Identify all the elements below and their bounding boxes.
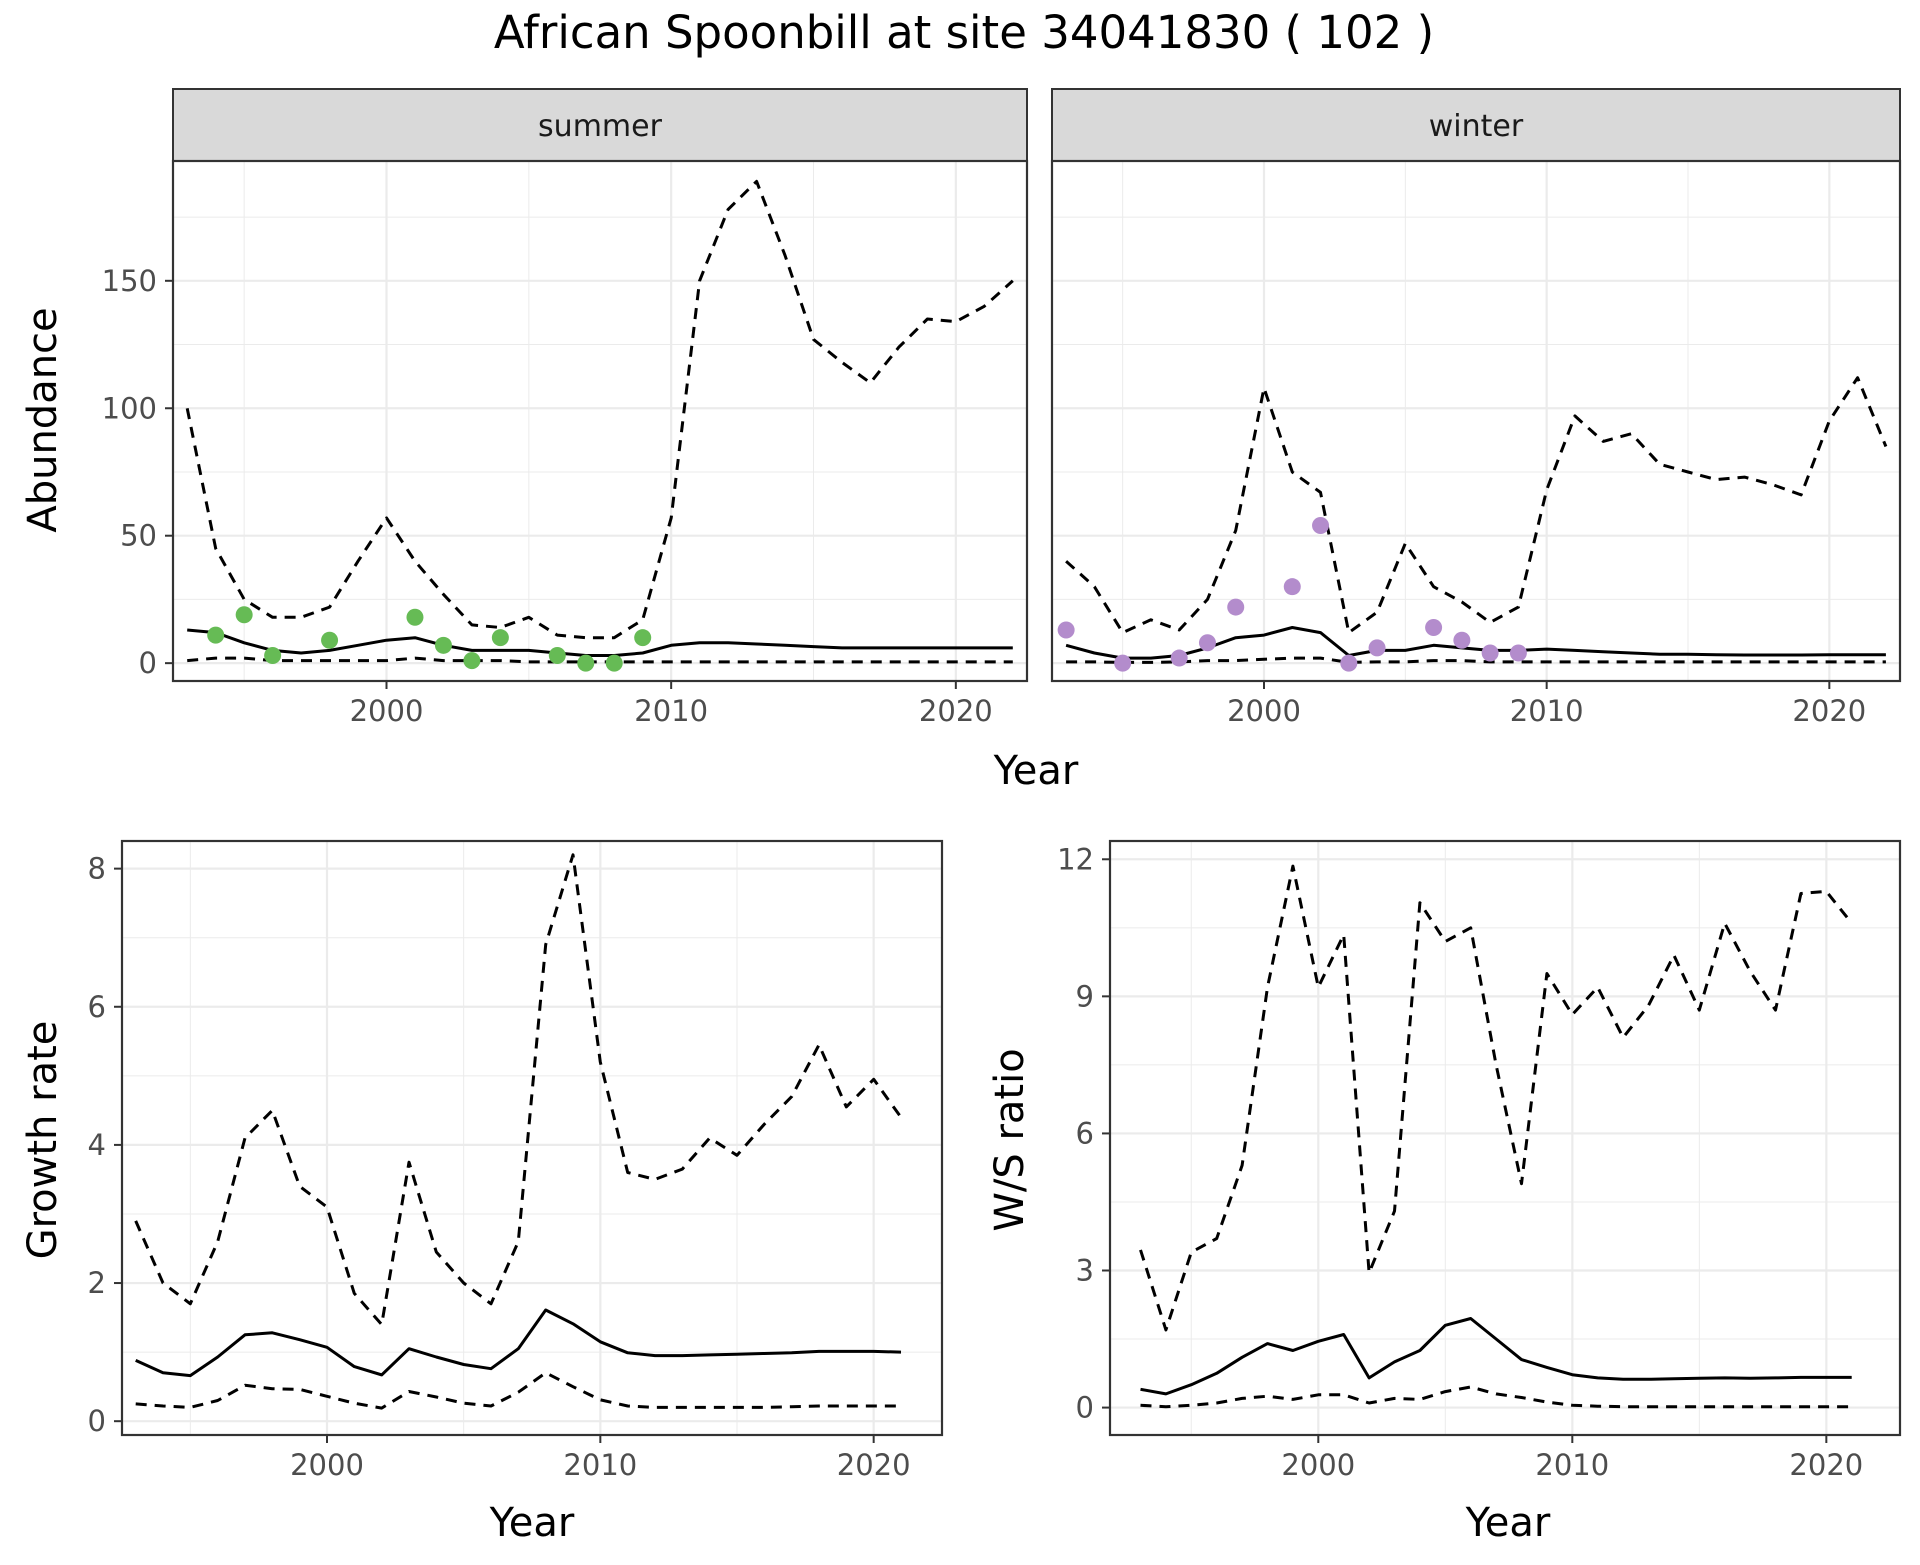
x-tick-label: 2020 [837, 1448, 911, 1482]
chart-title: African Spoonbill at site 34041830 ( 102… [494, 6, 1434, 59]
y-tick-label: 0 [88, 1404, 106, 1438]
mean-line-ws_ratio [1140, 1317, 1852, 1396]
data-point-winter [1425, 618, 1443, 636]
mean-line-growth [135, 1308, 902, 1378]
mean-line-summer [187, 628, 1013, 657]
data-point-summer [264, 647, 282, 665]
data-point-winter [1283, 578, 1301, 596]
x-tick-label: 2010 [1535, 1448, 1609, 1482]
y-tick-label: 12 [1057, 842, 1094, 876]
ws-ratio-y-axis-title: W/S ratio [987, 1048, 1033, 1231]
data-point-winter [1114, 654, 1132, 672]
panel-border-winter [1050, 159, 1902, 683]
data-point-summer [406, 608, 424, 626]
x-tick-label: 2010 [1510, 694, 1584, 728]
x-tick-label: 2000 [1281, 1448, 1355, 1482]
data-point-summer [207, 626, 225, 644]
panel-border-growth [120, 839, 944, 1437]
data-point-winter [1057, 621, 1075, 639]
data-point-summer [321, 631, 339, 649]
y-tick-label: 6 [1076, 1116, 1094, 1150]
y-tick-label: 50 [120, 519, 157, 553]
strip-label-winter: winter [1429, 109, 1524, 144]
abundance-y-axis-title: Abundance [20, 307, 66, 532]
y-tick-label: 150 [102, 264, 157, 298]
ws-ratio-x-axis-title: Year [1465, 1500, 1551, 1546]
interval-line-2-summer [187, 656, 1013, 664]
panel-ws_ratio: 2000 2010 2020 0 3 6 9 12 [1057, 839, 1902, 1482]
x-tick-label: 2000 [290, 1448, 364, 1482]
growth-x-axis-title: Year [489, 1500, 575, 1546]
interval-line-1-growth [134, 853, 903, 1326]
data-point-winter [1368, 639, 1386, 657]
data-point-winter [1453, 631, 1471, 649]
plot-background-ws_ratio [1110, 841, 1900, 1435]
panel-growth: 2000 2010 2020 0 2 4 6 8 [88, 839, 944, 1482]
plot-background-summer [173, 161, 1027, 681]
panel-border-ws_ratio [1108, 839, 1902, 1437]
y-tick-label: 0 [1076, 1391, 1094, 1425]
plot-background-winter [1052, 161, 1900, 681]
data-point-winter [1481, 644, 1499, 662]
panel-border-summer [171, 159, 1029, 683]
y-tick-label: 100 [102, 391, 157, 425]
data-point-summer [434, 636, 452, 654]
interval-line-1-summer [185, 179, 1014, 640]
data-point-summer [548, 647, 566, 665]
y-tick-label: 4 [88, 1128, 106, 1162]
strip-summer [172, 88, 1028, 162]
data-point-summer [634, 629, 652, 647]
top-x-axis-title: Year [993, 748, 1079, 794]
data-point-summer [605, 654, 623, 672]
data-point-summer [577, 654, 595, 672]
panel-summer: 2000 2010 2020 0 50 100 150 [102, 159, 1029, 728]
x-tick-label: 2000 [350, 694, 424, 728]
data-point-winter [1198, 634, 1216, 652]
growth-y-axis-title: Growth rate [20, 1021, 66, 1260]
interval-line-2-winter [1066, 656, 1886, 664]
data-point-winter [1340, 654, 1358, 672]
y-tick-label: 3 [1076, 1254, 1094, 1288]
y-tick-label: 2 [88, 1266, 106, 1300]
x-tick-label: 2020 [1792, 694, 1866, 728]
interval-line-2-growth [135, 1371, 901, 1410]
y-tick-label: 8 [88, 852, 106, 886]
x-tick-label: 2000 [1227, 694, 1301, 728]
data-point-winter [1227, 598, 1245, 616]
data-point-winter [1509, 644, 1527, 662]
y-tick-label: 0 [139, 646, 157, 680]
x-tick-label: 2010 [634, 694, 708, 728]
data-point-summer [463, 652, 481, 670]
plot-background-growth [122, 841, 942, 1435]
x-tick-label: 2010 [563, 1448, 637, 1482]
y-tick-label: 6 [88, 990, 106, 1024]
data-point-winter [1170, 649, 1188, 667]
data-point-summer [491, 629, 509, 647]
y-tick-label: 9 [1076, 979, 1094, 1013]
data-point-summer [235, 606, 253, 624]
x-tick-label: 2020 [919, 694, 993, 728]
strip-label-summer: summer [538, 109, 663, 144]
interval-line-2-ws_ratio [1140, 1385, 1852, 1409]
panel-winter: 2000 2010 2020 [1050, 159, 1902, 728]
x-tick-label: 2020 [1789, 1448, 1863, 1482]
strip-winter [1051, 88, 1901, 162]
data-point-winter [1312, 517, 1330, 535]
